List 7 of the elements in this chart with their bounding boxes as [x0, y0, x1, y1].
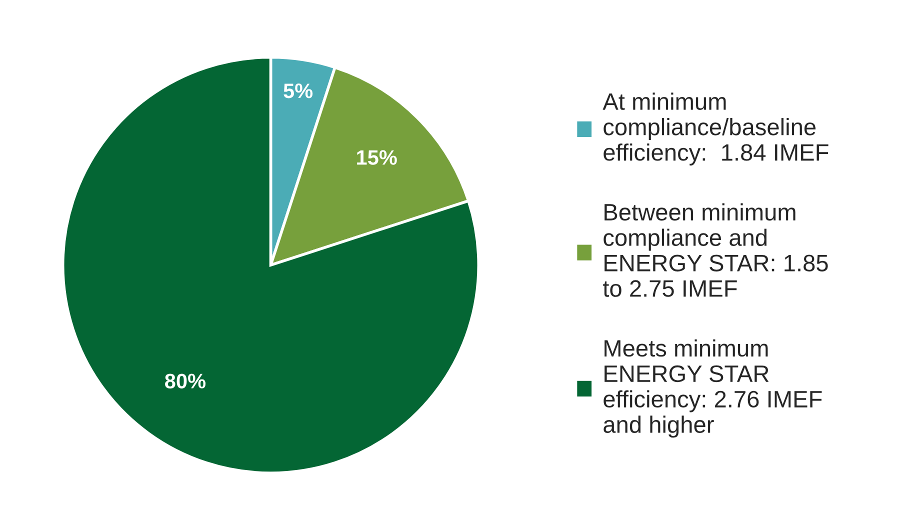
legend-label: Meets minimum ENERGY STAR efficiency: 2.76 IMEF and higher — [604, 339, 822, 438]
data-label: 80% — [165, 374, 206, 388]
legend-label: At minimum compliance/baseline efficiency: 1.84 IMEF — [602, 92, 828, 166]
data-label: 5% — [284, 84, 313, 98]
pie-slice — [61, 56, 480, 474]
data-label: 15% — [357, 150, 397, 165]
legend-label: Between minimum compliance and ENERGY STAR: 1.85 to 2.75 IMEF — [603, 203, 828, 297]
